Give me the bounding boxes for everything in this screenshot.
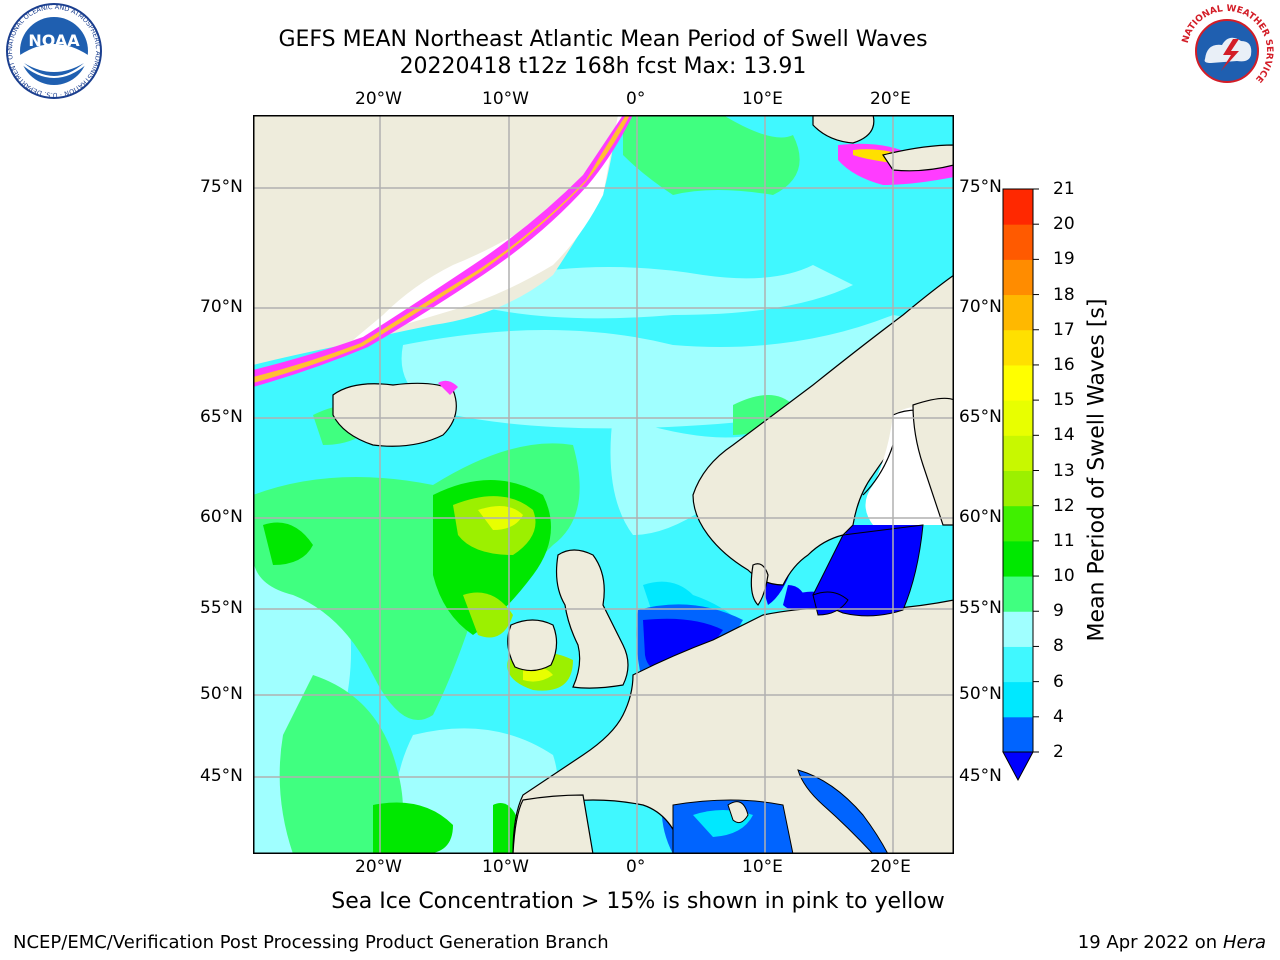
colorbar-swatch	[1003, 364, 1033, 401]
lon-label-bottom: 20°W	[355, 857, 402, 877]
iceland-land	[332, 382, 457, 447]
swell-8-9s-field	[253, 265, 954, 854]
colorbar-swatch	[1003, 611, 1033, 647]
lon-label-bottom: 10°E	[742, 857, 783, 877]
lat-label-right: 50°N	[959, 684, 1002, 704]
colorbar-tick-label: 17	[1053, 319, 1075, 340]
colorbar-tick-label: 6	[1053, 671, 1064, 692]
map-panel	[253, 115, 954, 854]
footer-machine: Hera	[1222, 932, 1266, 953]
lon-label-top: 10°W	[482, 89, 529, 109]
colorbar-swatch	[1003, 505, 1033, 542]
lon-label-top: 0°	[626, 89, 646, 109]
lat-label-right: 70°N	[959, 297, 1002, 317]
lat-label-left: 45°N	[200, 766, 243, 786]
lat-label-left: 55°N	[200, 598, 243, 618]
chart-title: GEFS MEAN Northeast Atlantic Mean Period…	[278, 27, 928, 52]
lon-label-top: 20°W	[355, 89, 402, 109]
colorbar-swatch	[1003, 716, 1033, 753]
lon-label-bottom: 20°E	[870, 857, 911, 877]
footer-date-text: 19 Apr 2022 on	[1077, 932, 1223, 953]
finland-land	[912, 397, 954, 526]
colorbar-extend	[1002, 751, 1034, 782]
scandinavia-land	[692, 274, 954, 586]
iceland-ice	[438, 380, 458, 395]
colorbar-swatch	[1003, 576, 1033, 612]
lat-label-left: 70°N	[200, 297, 243, 317]
colorbar-tick-label: 2	[1053, 742, 1064, 762]
footer-date: 19 Apr 2022 on Hera	[1078, 932, 1266, 953]
lon-label-bottom: 0°	[626, 857, 646, 877]
colorbar-tick-label: 15	[1053, 390, 1075, 411]
colorbar-tick-label: 19	[1053, 249, 1075, 270]
lat-label-right: 45°N	[959, 766, 1002, 786]
lat-label-right: 75°N	[959, 177, 1002, 197]
colorbar-swatch	[1003, 329, 1033, 366]
svalbard-land	[812, 115, 875, 144]
colorbar-swatch	[1003, 294, 1033, 331]
map-frame	[253, 115, 954, 854]
colorbar-swatch	[1003, 681, 1033, 718]
corsica-land	[727, 801, 749, 824]
colorbar-tick-label: 13	[1053, 460, 1075, 481]
franz-josef-land	[882, 144, 954, 172]
baltic-sea	[812, 524, 924, 617]
colorbar-swatch	[1003, 224, 1033, 260]
denmark-land	[750, 563, 769, 606]
noaa-logo: NATIONAL OCEANIC AND ATMOSPHERIC ADMINIS…	[4, 3, 102, 99]
europe-land	[512, 599, 954, 854]
colorbar-tick-label: 21	[1053, 179, 1075, 199]
lon-label-top: 20°E	[870, 89, 911, 109]
lon-label-bottom: 10°W	[482, 857, 529, 877]
great-britain-land	[555, 549, 629, 689]
lat-label-left: 75°N	[200, 177, 243, 197]
colorbar-swatch	[1003, 540, 1033, 577]
colorbar-swatch	[1003, 470, 1033, 507]
colorbar-tick-label: 14	[1053, 425, 1075, 446]
lat-label-left: 60°N	[200, 507, 243, 527]
noaa-logo-text: NOAA	[28, 31, 80, 50]
colorbar-swatch	[1003, 259, 1033, 296]
adriatic-sea	[797, 769, 889, 854]
lat-label-right: 65°N	[959, 407, 1002, 427]
ireland-land	[507, 619, 558, 672]
colorbar-tick-label: 11	[1053, 530, 1075, 551]
colorbar-tick-label: 4	[1053, 706, 1064, 727]
nws-logo: NATIONAL WEATHER SERVICE	[1181, 4, 1274, 97]
colorbar-tick-label: 8	[1053, 636, 1064, 657]
lon-label-top: 10°E	[742, 89, 783, 109]
colorbar-tick-label: 18	[1053, 284, 1075, 305]
colorbar-swatch	[1003, 189, 1033, 225]
colorbar-swatch	[1003, 646, 1033, 683]
colorbar-swatch	[1003, 400, 1033, 436]
chart-subtitle: 20220418 t12z 168h fcst Max: 13.91	[399, 54, 807, 79]
kattegat	[783, 585, 808, 610]
colorbar-swatch	[1003, 435, 1033, 471]
lat-label-left: 50°N	[200, 684, 243, 704]
lat-label-left: 65°N	[200, 407, 243, 427]
greenland-land	[253, 115, 618, 365]
colorbar-tick-label: 10	[1053, 566, 1075, 587]
footer-credit: NCEP/EMC/Verification Post Processing Pr…	[13, 932, 609, 953]
colorbar-tick-label: 16	[1053, 354, 1075, 375]
colorbar-tick-label: 12	[1053, 495, 1075, 516]
colorbar-label: Mean Period of Swell Waves [s]	[1084, 298, 1110, 642]
lat-label-right: 60°N	[959, 507, 1002, 527]
colorbar	[1002, 188, 1039, 782]
colorbar-tick-label: 9	[1053, 601, 1064, 622]
lat-label-right: 55°N	[959, 598, 1002, 618]
iberia-land	[512, 794, 594, 854]
colorbar-tick-label: 20	[1053, 214, 1075, 235]
graticule	[253, 115, 954, 854]
sea-ice-caption: Sea Ice Concentration > 15% is shown in …	[331, 889, 945, 914]
